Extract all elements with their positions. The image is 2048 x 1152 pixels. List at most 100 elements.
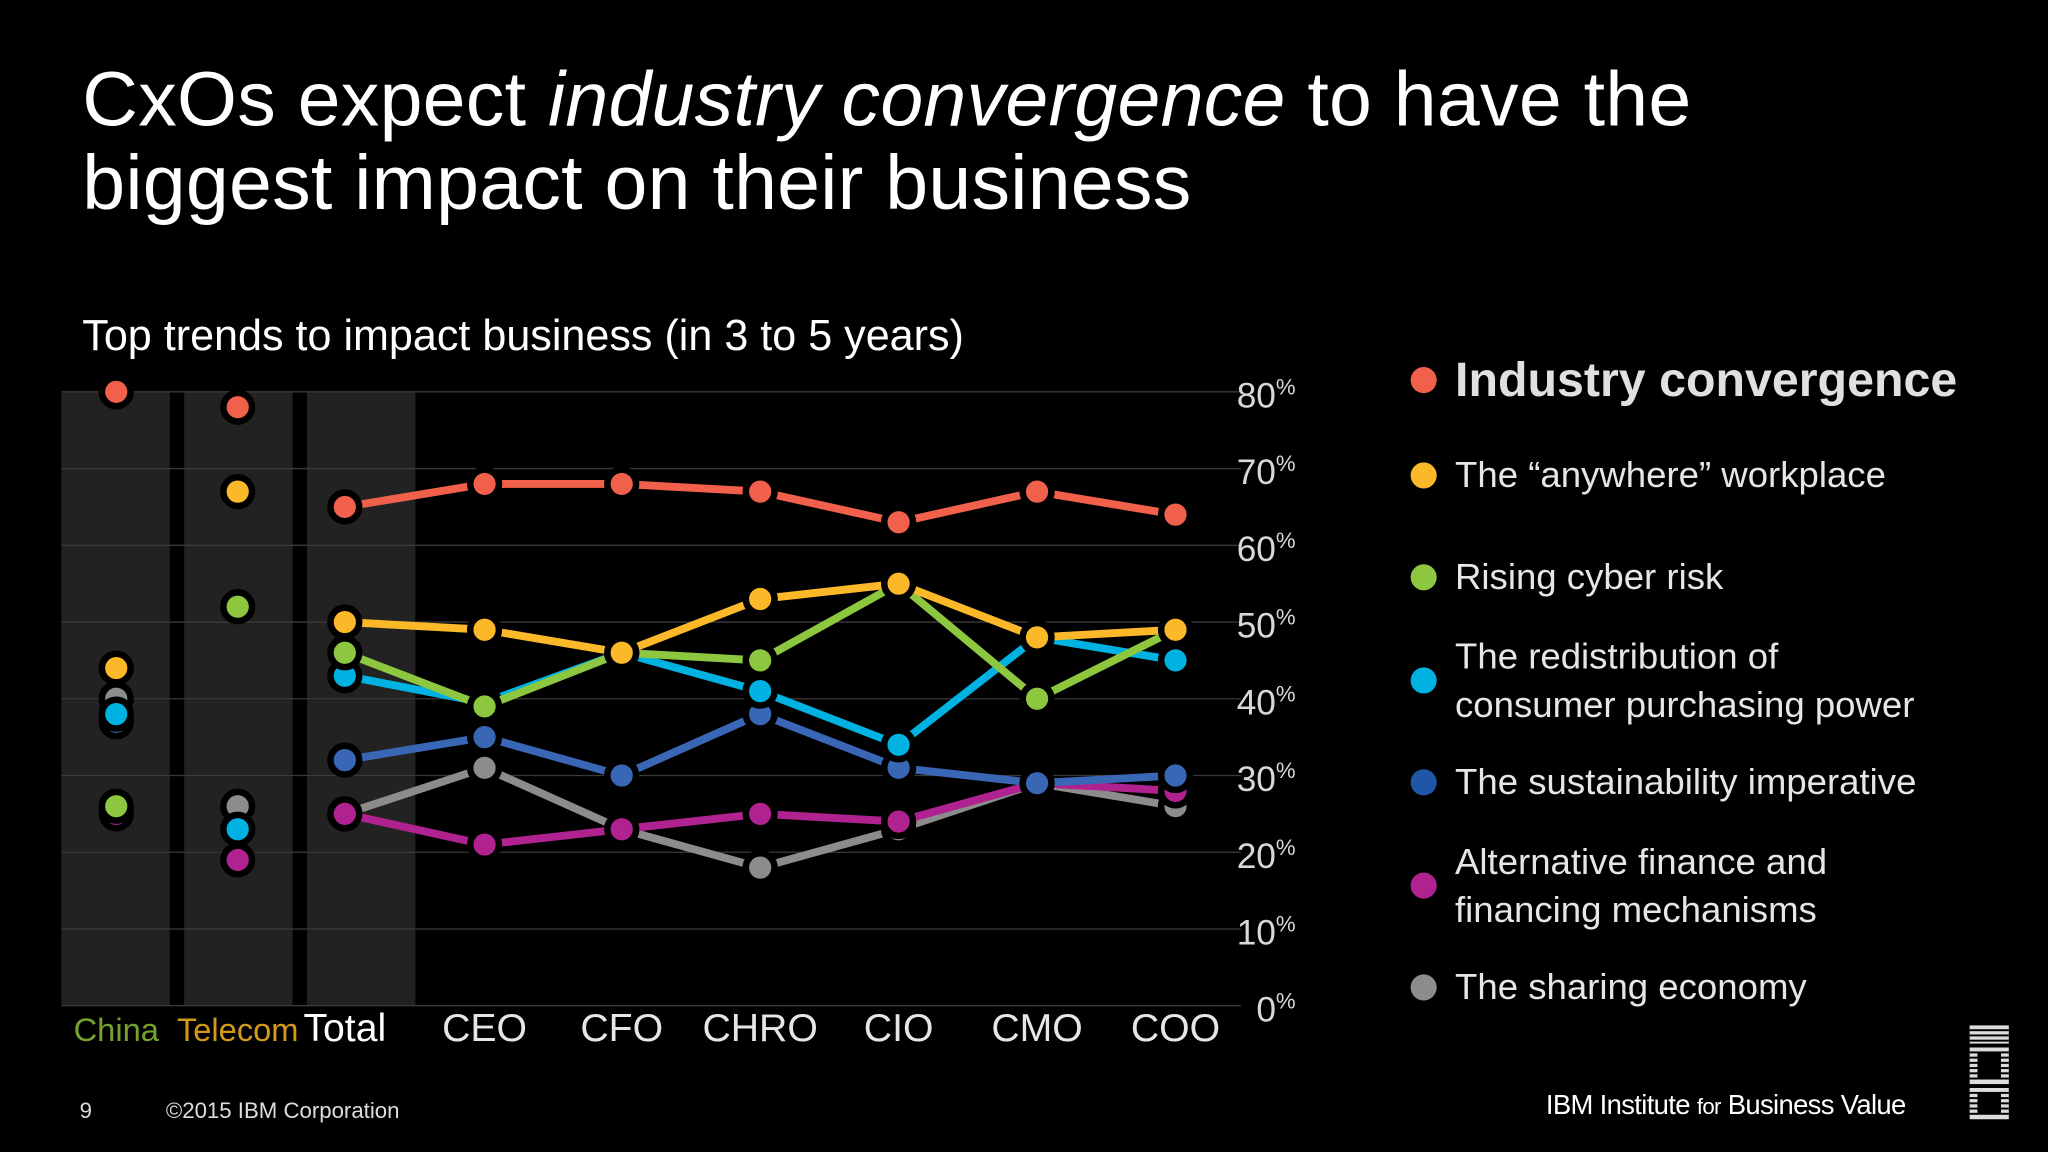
y-tick-label: 40% [1237,681,1296,722]
data-point [220,389,256,425]
series-industry-convergence [98,374,1194,540]
data-point [220,589,256,625]
data-point [604,757,640,794]
legend-label: The sustainability imperative [1455,761,1917,802]
data-point [742,796,778,832]
title-part2: to have the [1285,56,1692,143]
x-tick-label: Total [303,1007,386,1050]
data-point [327,796,363,832]
legend-item-redistribution: The redistribution of consumer purchasing… [1410,632,1914,729]
data-point [327,742,363,778]
legend-dot-icon [1410,973,1437,1000]
data-point [742,849,778,886]
legend-label: Rising cyber risk [1455,556,1724,597]
data-point [327,635,363,671]
x-tick-label: CIO [864,1007,934,1050]
ibm-logo-icon [1969,1025,2009,1120]
legend-item-anywhere-workplace: The “anywhere” workplace [1410,451,1886,499]
legend-line2: financing mechanisms [1455,889,1817,930]
title-line2: biggest impact on their business [82,139,1192,226]
series-the-anywhere-workplace [98,473,1194,686]
y-tick-percent: % [1276,988,1296,1013]
y-tick-percent: % [1276,912,1296,937]
data-point [742,673,778,709]
legend-item-sustainability: The sustainability imperative [1410,758,1917,806]
title-emphasis: industry convergence [547,56,1286,143]
data-point [327,604,363,640]
legend-line1: Alternative finance and [1455,841,1828,882]
data-point [1019,765,1055,801]
y-tick-label: 50% [1237,605,1296,646]
data-point [604,635,640,671]
x-tick-label: COO [1131,1007,1220,1050]
data-point [220,842,256,878]
data-point [1019,619,1055,656]
x-tick-label: CFO [580,1007,663,1050]
y-tick-percent: % [1276,374,1296,399]
brand-for: for [1696,1094,1722,1120]
x-tick-label: China [74,1011,160,1048]
slide-title: CxOs expect industry convergence to have… [82,57,1691,224]
x-tick-label: Telecom [177,1011,299,1048]
chart-subtitle: Top trends to impact business (in 3 to 5… [82,310,964,360]
data-point [1157,612,1194,648]
x-tick-label: CHRO [702,1007,817,1050]
y-tick-label: 30% [1237,758,1296,799]
data-point [98,696,134,732]
data-point [880,504,917,540]
y-tick-percent: % [1276,681,1296,706]
legend-line2: consumer purchasing power [1455,684,1915,725]
y-tick-label: 60% [1237,528,1296,569]
data-point [220,473,256,510]
data-point [220,811,256,847]
legend-item-sharing-economy: The sharing economy [1410,963,1807,1011]
y-tick-percent: % [1276,451,1296,476]
data-point [604,466,640,502]
y-tick-percent: % [1276,835,1296,860]
copyright: ©2015 IBM Corporation [165,1098,400,1124]
data-point [98,374,134,410]
data-point [466,826,503,863]
data-point [880,803,917,840]
data-point [1019,473,1055,510]
data-point [466,719,503,755]
page-number: 9 [79,1098,93,1124]
data-point [1157,757,1194,794]
y-tick-label: 20% [1237,835,1296,876]
legend-label: The redistribution of consumer purchasing… [1455,632,1914,729]
data-point [1157,496,1194,533]
legend-label: Alternative finance and financing mechani… [1455,837,1827,934]
y-tick-label: 10% [1237,912,1296,953]
legend-label: Industry convergence [1455,352,1958,407]
data-point [466,612,503,648]
data-point [327,489,363,525]
data-point [604,811,640,847]
data-point [466,466,503,502]
legend-dot-icon [1410,461,1437,488]
legend-item-alternative-finance: Alternative finance and financing mechani… [1410,837,1827,934]
data-point [98,650,134,686]
data-point [742,581,778,617]
y-tick-percent: % [1276,605,1296,630]
y-tick-label: 0% [1256,988,1295,1029]
title-part1: CxOs expect [82,56,548,143]
brand-part: IBM Institute [1545,1090,1697,1121]
legend-dot-icon [1410,366,1437,393]
brand-part: Business Value [1720,1090,1907,1121]
y-tick-percent: % [1276,758,1296,783]
data-point [1157,642,1194,679]
data-point [742,473,778,510]
legend-line1: The redistribution of [1455,636,1779,677]
legend-item-industry-convergence: Industry convergence [1410,352,1958,407]
y-tick-label: 70% [1237,451,1296,492]
legend-label: The sharing economy [1455,966,1807,1008]
y-tick-percent: % [1276,528,1296,553]
legend-dot-icon [1410,667,1437,694]
legend-dot-icon [1410,768,1437,795]
legend-label: The “anywhere” workplace [1455,454,1886,496]
legend-dot-icon [1410,563,1437,590]
data-point [880,727,917,763]
legend-item-cyber-risk: Rising cyber risk [1410,552,1724,600]
data-point [466,750,503,786]
